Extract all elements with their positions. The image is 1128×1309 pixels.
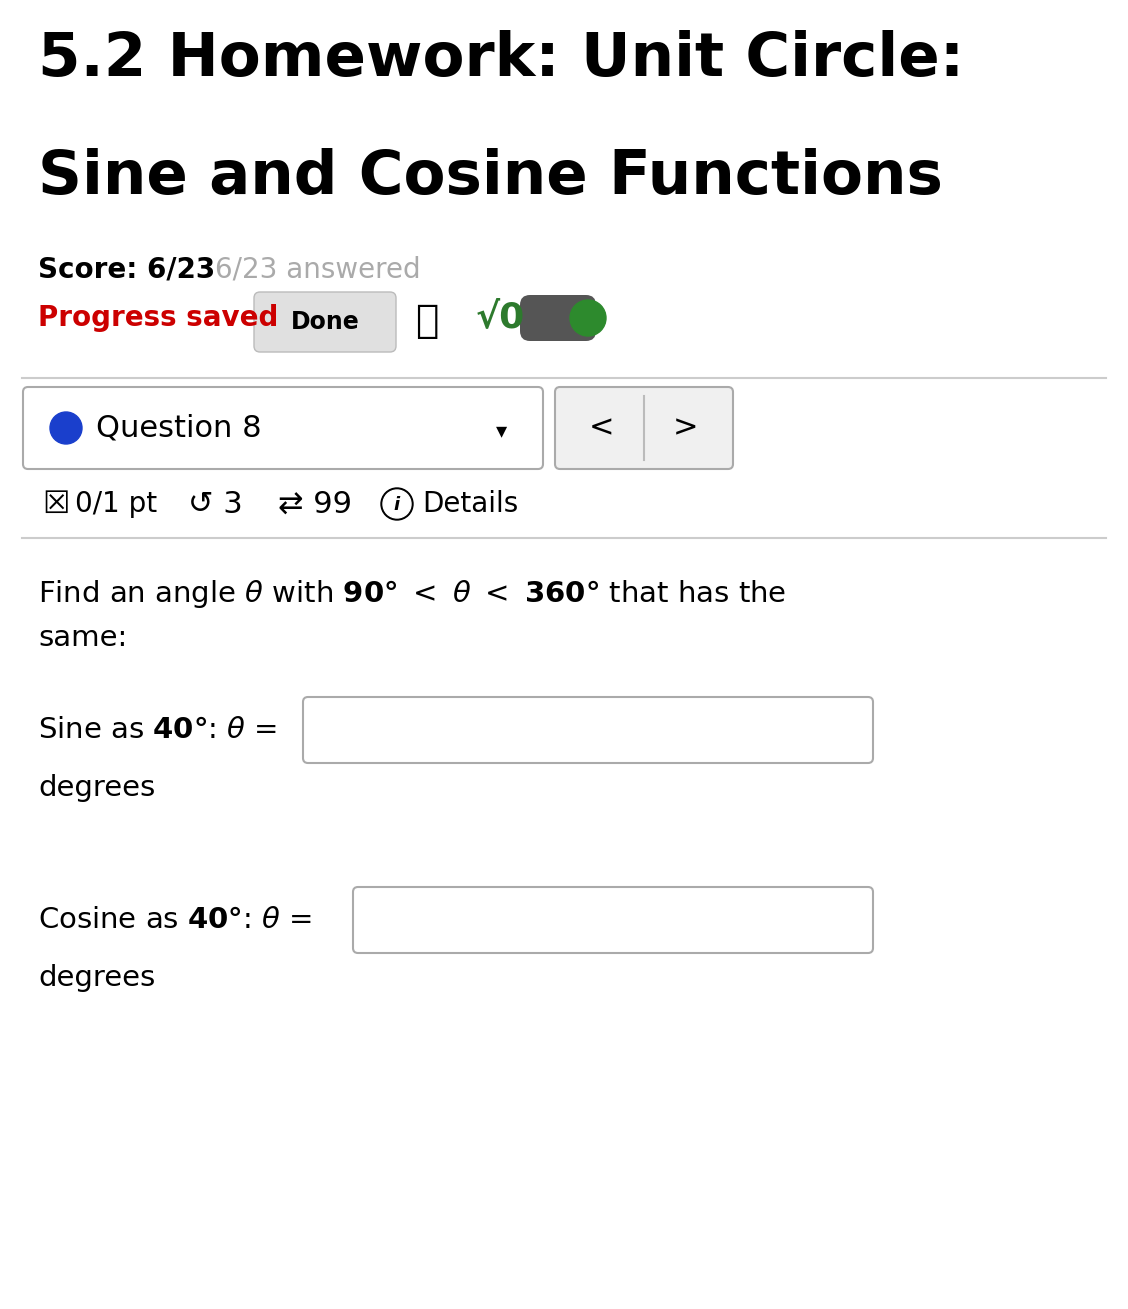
Text: ⇄ 99: ⇄ 99 (277, 490, 352, 518)
Circle shape (381, 488, 413, 520)
Text: Sine and Cosine Functions: Sine and Cosine Functions (38, 148, 943, 207)
Text: Details: Details (422, 490, 518, 518)
Text: <: < (589, 414, 615, 442)
Text: Done: Done (291, 310, 360, 334)
Circle shape (570, 300, 606, 336)
Text: i: i (394, 496, 400, 514)
FancyBboxPatch shape (23, 387, 543, 469)
Text: Sine as $\mathbf{40°}$: $\theta$ =: Sine as $\mathbf{40°}$: $\theta$ = (38, 716, 277, 744)
Text: √0: √0 (476, 300, 526, 334)
Text: Progress saved: Progress saved (38, 304, 279, 332)
FancyBboxPatch shape (254, 292, 396, 352)
Text: 6/23 answered: 6/23 answered (215, 255, 421, 283)
Text: Find an angle $\theta$ with $\mathbf{90°}$ $<$ $\theta$ $<$ $\mathbf{360°}$ that: Find an angle $\theta$ with $\mathbf{90°… (38, 579, 786, 610)
FancyBboxPatch shape (520, 295, 596, 342)
Text: Score: 6/23: Score: 6/23 (38, 255, 215, 283)
Text: ▾: ▾ (496, 421, 508, 441)
Text: degrees: degrees (38, 963, 156, 992)
Text: 5.2 Homework: Unit Circle:: 5.2 Homework: Unit Circle: (38, 30, 964, 89)
Text: same:: same: (38, 624, 127, 652)
FancyBboxPatch shape (555, 387, 733, 469)
Text: 0/1 pt: 0/1 pt (74, 490, 157, 518)
Text: degrees: degrees (38, 774, 156, 802)
Text: >: > (673, 414, 698, 442)
Text: ⎙: ⎙ (415, 302, 439, 340)
Text: Question 8: Question 8 (96, 414, 262, 442)
Text: Cosine as $\mathbf{40°}$: $\theta$ =: Cosine as $\mathbf{40°}$: $\theta$ = (38, 906, 312, 935)
FancyBboxPatch shape (303, 696, 873, 763)
Text: ↺ 3: ↺ 3 (188, 490, 243, 518)
Text: ☒: ☒ (42, 490, 70, 518)
Circle shape (50, 412, 82, 444)
FancyBboxPatch shape (353, 888, 873, 953)
Circle shape (384, 490, 411, 518)
